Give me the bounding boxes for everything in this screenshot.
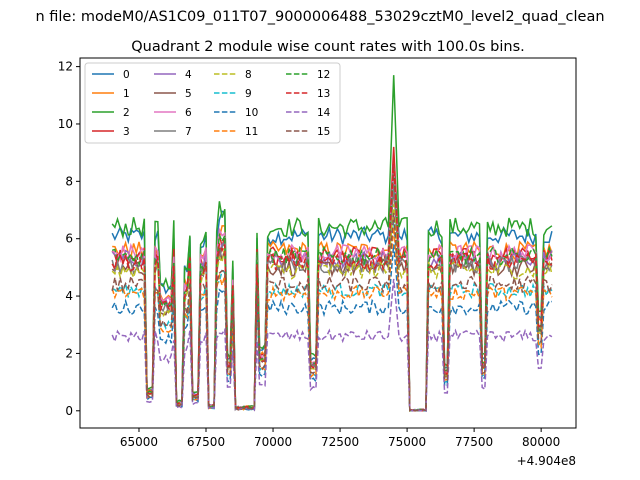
- plot-frame: [79, 57, 577, 429]
- y-tick-label: 4: [65, 289, 73, 303]
- series-layer: [111, 75, 553, 413]
- y-tick-label: 12: [58, 60, 73, 74]
- legend-label-5: 5: [185, 88, 192, 100]
- x-tick-label: 70000: [254, 435, 292, 449]
- legend-frame: [84, 62, 341, 144]
- series-line-11: [111, 227, 553, 412]
- legend-label-7: 7: [185, 126, 192, 138]
- legend-label-0: 0: [123, 69, 130, 81]
- x-tick-label: 80000: [522, 435, 560, 449]
- legend-label-15: 15: [317, 126, 330, 138]
- x-tick-label: 67500: [187, 435, 225, 449]
- chart-title: Quadrant 2 module wise count rates with …: [131, 39, 525, 55]
- series-line-10: [111, 244, 553, 412]
- series-line-6: [112, 172, 553, 412]
- y-tick-label: 10: [58, 117, 73, 131]
- legend-label-3: 3: [123, 126, 130, 138]
- series-line-2: [111, 75, 553, 412]
- legend-label-1: 1: [123, 88, 130, 100]
- legend-label-13: 13: [317, 88, 330, 100]
- legend-label-9: 9: [245, 88, 252, 100]
- y-tick-label: 2: [65, 346, 73, 360]
- legend-label-8: 8: [245, 69, 252, 81]
- y-axis: 0 2 4 6 8 10 12: [58, 60, 80, 418]
- series-line-7: [111, 184, 553, 412]
- series-line-8: [111, 204, 553, 412]
- legend-label-10: 10: [245, 107, 258, 119]
- x-axis: 65000 67500 70000 72500 75000 77500 80000: [120, 428, 560, 449]
- legend-label-14: 14: [317, 107, 331, 119]
- legend-label-2: 2: [123, 107, 130, 119]
- x-offset-label: +4.904e8: [517, 454, 576, 468]
- legend-label-12: 12: [317, 69, 330, 81]
- x-tick-label: 75000: [388, 435, 426, 449]
- series-line-9: [111, 221, 553, 412]
- series-line-13: [111, 164, 553, 412]
- legend-label-6: 6: [185, 107, 192, 119]
- x-tick-label: 77500: [455, 435, 493, 449]
- legend-label-4: 4: [185, 69, 192, 81]
- series-line-14: [111, 278, 553, 412]
- figure-suptitle: n file: modeM0/AS1C09_011T07_9000006488_…: [35, 9, 604, 25]
- y-tick-label: 8: [65, 174, 73, 188]
- x-tick-label: 65000: [120, 435, 158, 449]
- y-tick-label: 6: [65, 232, 73, 246]
- legend-label-11: 11: [245, 126, 258, 138]
- x-tick-label: 72500: [321, 435, 359, 449]
- y-tick-label: 0: [65, 404, 73, 418]
